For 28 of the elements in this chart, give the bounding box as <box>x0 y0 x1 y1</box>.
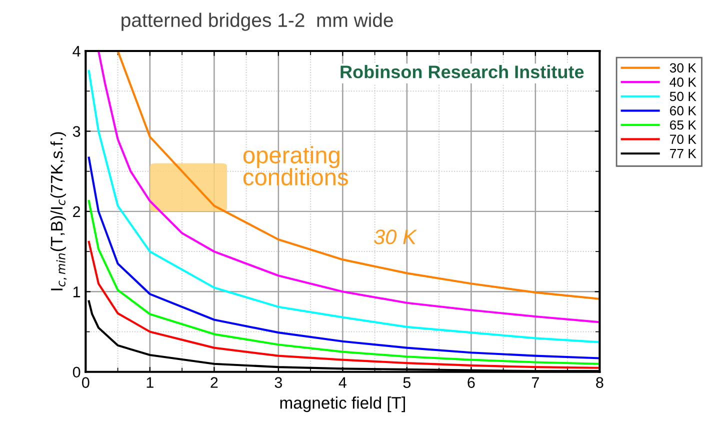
legend-label: 77 K <box>670 149 696 158</box>
line-series <box>88 200 600 365</box>
x-tick-label: 3 <box>274 377 282 388</box>
annotation: operating conditions <box>243 146 348 186</box>
x-tick-label: 7 <box>532 377 539 388</box>
y-tick-label: 3 <box>72 126 80 137</box>
x-axis-title: magnetic field [T] <box>280 396 405 412</box>
annotation: Robinson Research Institute <box>340 65 584 78</box>
x-tick-label: 1 <box>146 377 154 388</box>
legend-label: 70 K <box>670 134 696 144</box>
legend-label: 50 K <box>670 92 696 102</box>
x-tick-label: 4 <box>338 377 346 388</box>
x-tick-label: 2 <box>210 377 218 388</box>
y-tick-label: 0 <box>72 366 80 378</box>
legend-label: 30 K <box>670 63 696 73</box>
x-tick-label: 8 <box>596 377 604 388</box>
legend-label: 60 K <box>670 106 696 116</box>
y-tick-label: 4 <box>72 46 80 57</box>
y-axis-title: I$_{c,min}$(T,B)/I$_{c}$(77K,s.f.) <box>50 132 67 290</box>
y-tick-label: 2 <box>73 206 80 217</box>
legend-label: 40 K <box>670 78 696 87</box>
x-tick-label: 6 <box>468 377 475 388</box>
x-tick-label: 5 <box>403 377 411 388</box>
legend-label: 65 K <box>670 120 696 130</box>
x-tick-label: 0 <box>82 377 90 388</box>
chart-title: patterned bridges 1-2 mm wide <box>122 12 393 31</box>
y-tick-label: 1 <box>73 286 80 298</box>
annotation: 30 K <box>374 230 418 244</box>
